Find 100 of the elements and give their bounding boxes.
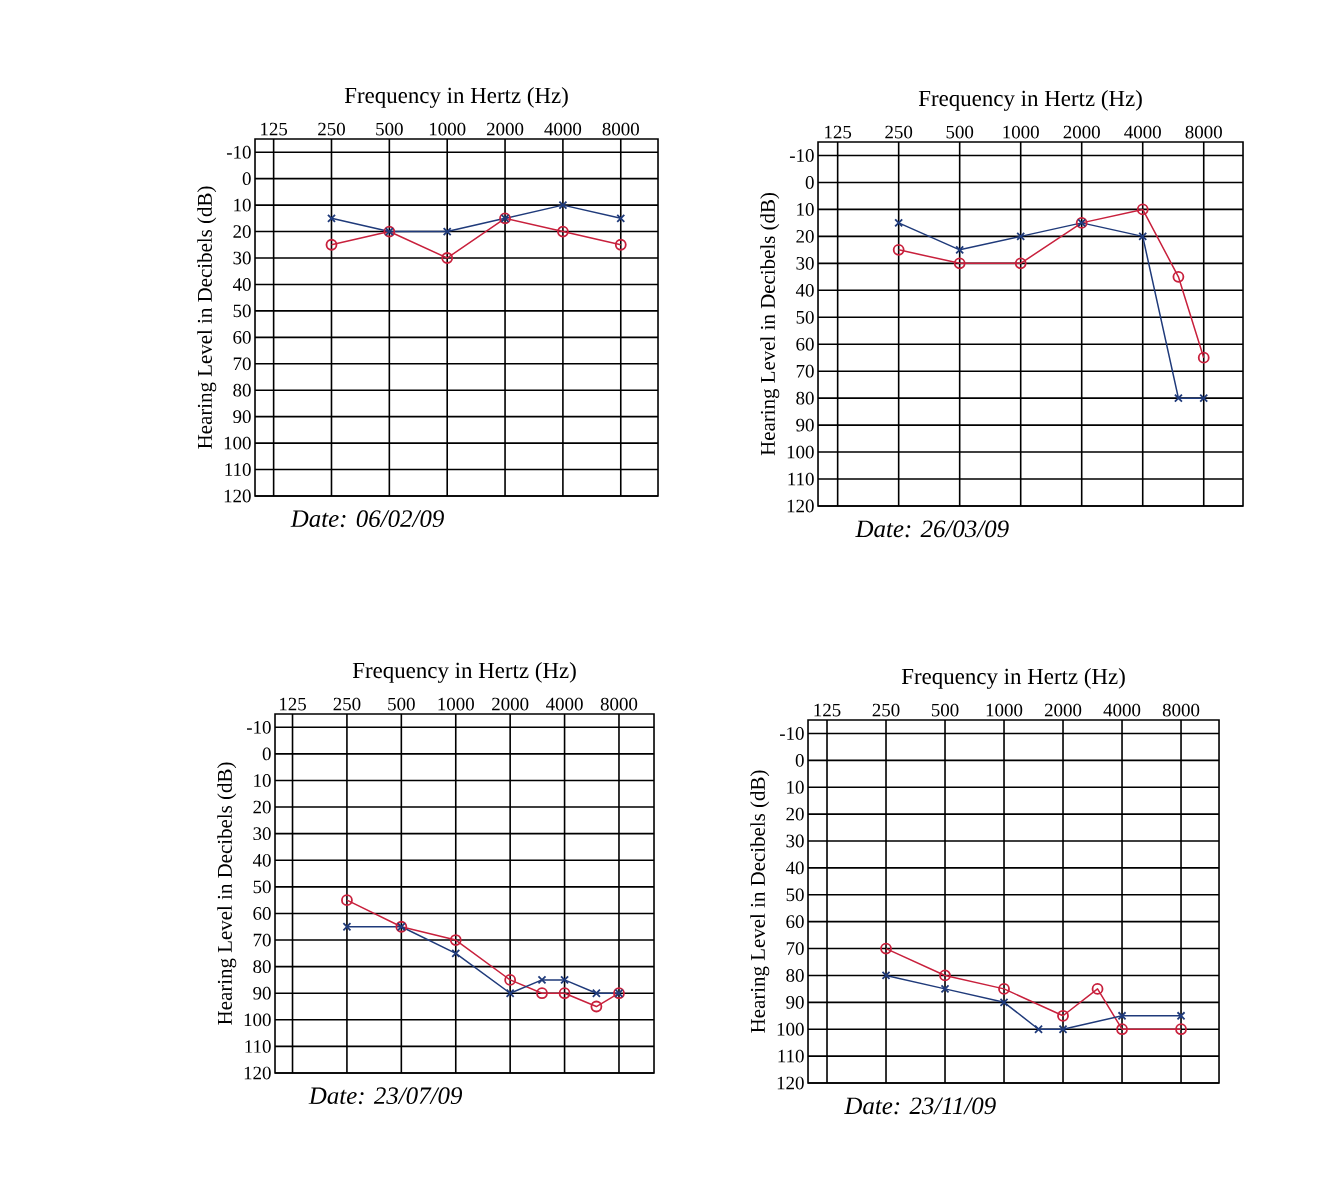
x-tick-label: 8000 [1185,125,1222,139]
x-tick-label: 125 [279,697,306,711]
x-tick-label: 2000 [486,122,524,136]
y-tick-label: 80 [253,960,271,974]
y-tick-label: 120 [777,1076,804,1090]
y-tick-label: -10 [246,720,271,734]
x-tick-label: 125 [261,122,288,136]
point [557,225,569,238]
y-tick-label: -10 [789,149,814,162]
text: Date: 23/11/09 [844,1097,996,1115]
y-tick-label: 80 [796,391,814,405]
point [614,238,627,251]
y-tick-label: 90 [796,418,814,432]
y-tick-label: 0 [262,747,271,761]
y-tick-label: 90 [253,986,271,1000]
x-tick-label: 500 [388,697,415,711]
text: Date: 26/03/09 [855,520,1009,538]
y-tick-label: 40 [252,853,271,867]
y-tick-label: 60 [253,907,271,920]
y-tick-label: 20 [786,807,804,821]
text: Date: 23/07/09 [308,1087,463,1105]
y-tick-label: 100 [244,1013,271,1027]
y-tick-label: 80 [233,383,251,397]
x-tick-label: 500 [931,703,959,717]
chart-title: Frequency in Hertz (Hz) [352,662,576,683]
x-tick-label: 2000 [1044,703,1082,717]
chart-title: Frequency in Hertz (Hz) [344,87,568,108]
y-tick-label: 100 [777,1022,804,1036]
y-tick-label: 60 [786,915,804,929]
y-axis-title: Hearing Level in Decibels (dB) [760,193,780,456]
y-tick-label: 100 [224,436,251,450]
y-tick-label: 10 [254,774,271,787]
y-tick-label: 0 [795,753,804,767]
y-axis-title: Hearing Level in Decibels (dB) [750,770,770,1033]
y-tick-label: 10 [234,198,251,212]
x-tick-label: 4000 [546,697,583,711]
chart-title: Frequency in Hertz (Hz) [918,90,1142,111]
x-tick-label: 250 [333,697,361,711]
y-tick-label: 20 [796,229,814,243]
y-tick-label: 60 [233,330,251,344]
y-tick-label: 70 [233,357,251,371]
y-tick-label: 100 [787,445,814,459]
y-tick-label: -10 [779,727,804,740]
y-tick-label: 90 [233,410,251,424]
x-tick-label: 500 [946,125,974,139]
x-tick-label: 1000 [1003,125,1039,139]
x-tick-label: 500 [376,122,403,136]
x-tick-label: 8000 [1162,703,1200,717]
x-tick-label: 1000 [429,122,466,136]
x-tick-label: 4000 [1124,125,1161,139]
x-tick-label: 1000 [438,697,474,711]
y-tick-label: 10 [787,780,804,794]
x-tick-label: 8000 [600,697,638,711]
y-tick-label: 50 [786,888,804,902]
y-tick-label: 40 [232,278,251,291]
y-tick-label: 50 [796,310,814,324]
y-tick-label: 0 [805,176,814,189]
y-tick-label: 0 [242,172,251,186]
x-tick-label: 250 [872,703,900,717]
y-tick-label: 20 [253,800,271,814]
y-tick-label: 110 [788,472,814,486]
y-tick-label: 10 [797,203,814,216]
y-tick-label: 110 [225,463,251,476]
point [327,213,336,223]
y-tick-label: 30 [233,251,251,265]
y-tick-label: 30 [253,827,271,841]
x-tick-label: 8000 [602,122,639,136]
x-tick-label: 2000 [492,697,529,711]
text: Date: 06/02/09 [290,510,444,528]
y-tick-label: 110 [778,1049,804,1063]
y-tick-label: 20 [233,225,251,238]
y-tick-label: 120 [224,489,251,503]
point [616,213,626,223]
x-tick-label: 4000 [1103,703,1141,717]
point [441,252,454,264]
y-axis-title: Hearing Level in Decibels (dB) [217,762,237,1025]
y-tick-label: 120 [787,499,814,513]
point [325,238,338,251]
y-tick-label: 90 [786,995,804,1009]
y-tick-label: 50 [253,880,271,894]
y-tick-label: 110 [245,1040,271,1053]
y-tick-label: -10 [226,145,251,159]
x-tick-label: 250 [318,122,345,136]
y-tick-label: 120 [244,1066,271,1080]
y-tick-label: 40 [785,861,804,875]
x-tick-label: 2000 [1063,125,1100,139]
x-tick-label: 125 [814,703,841,717]
y-tick-label: 30 [786,834,804,848]
y-tick-label: 40 [795,283,814,297]
y-tick-label: 50 [233,304,251,318]
y-tick-label: 80 [786,969,804,982]
x-tick-label: 125 [825,125,852,139]
x-tick-label: 4000 [544,122,582,136]
y-tick-label: 30 [796,256,814,270]
point [442,227,452,236]
y-tick-label: 60 [796,337,814,351]
y-tick-label: 70 [253,933,271,947]
y-axis-title: Hearing Level in Decibels (dB) [197,186,217,449]
x-tick-label: 1000 [986,703,1023,717]
chart-title: Frequency in Hertz (Hz) [901,668,1125,689]
